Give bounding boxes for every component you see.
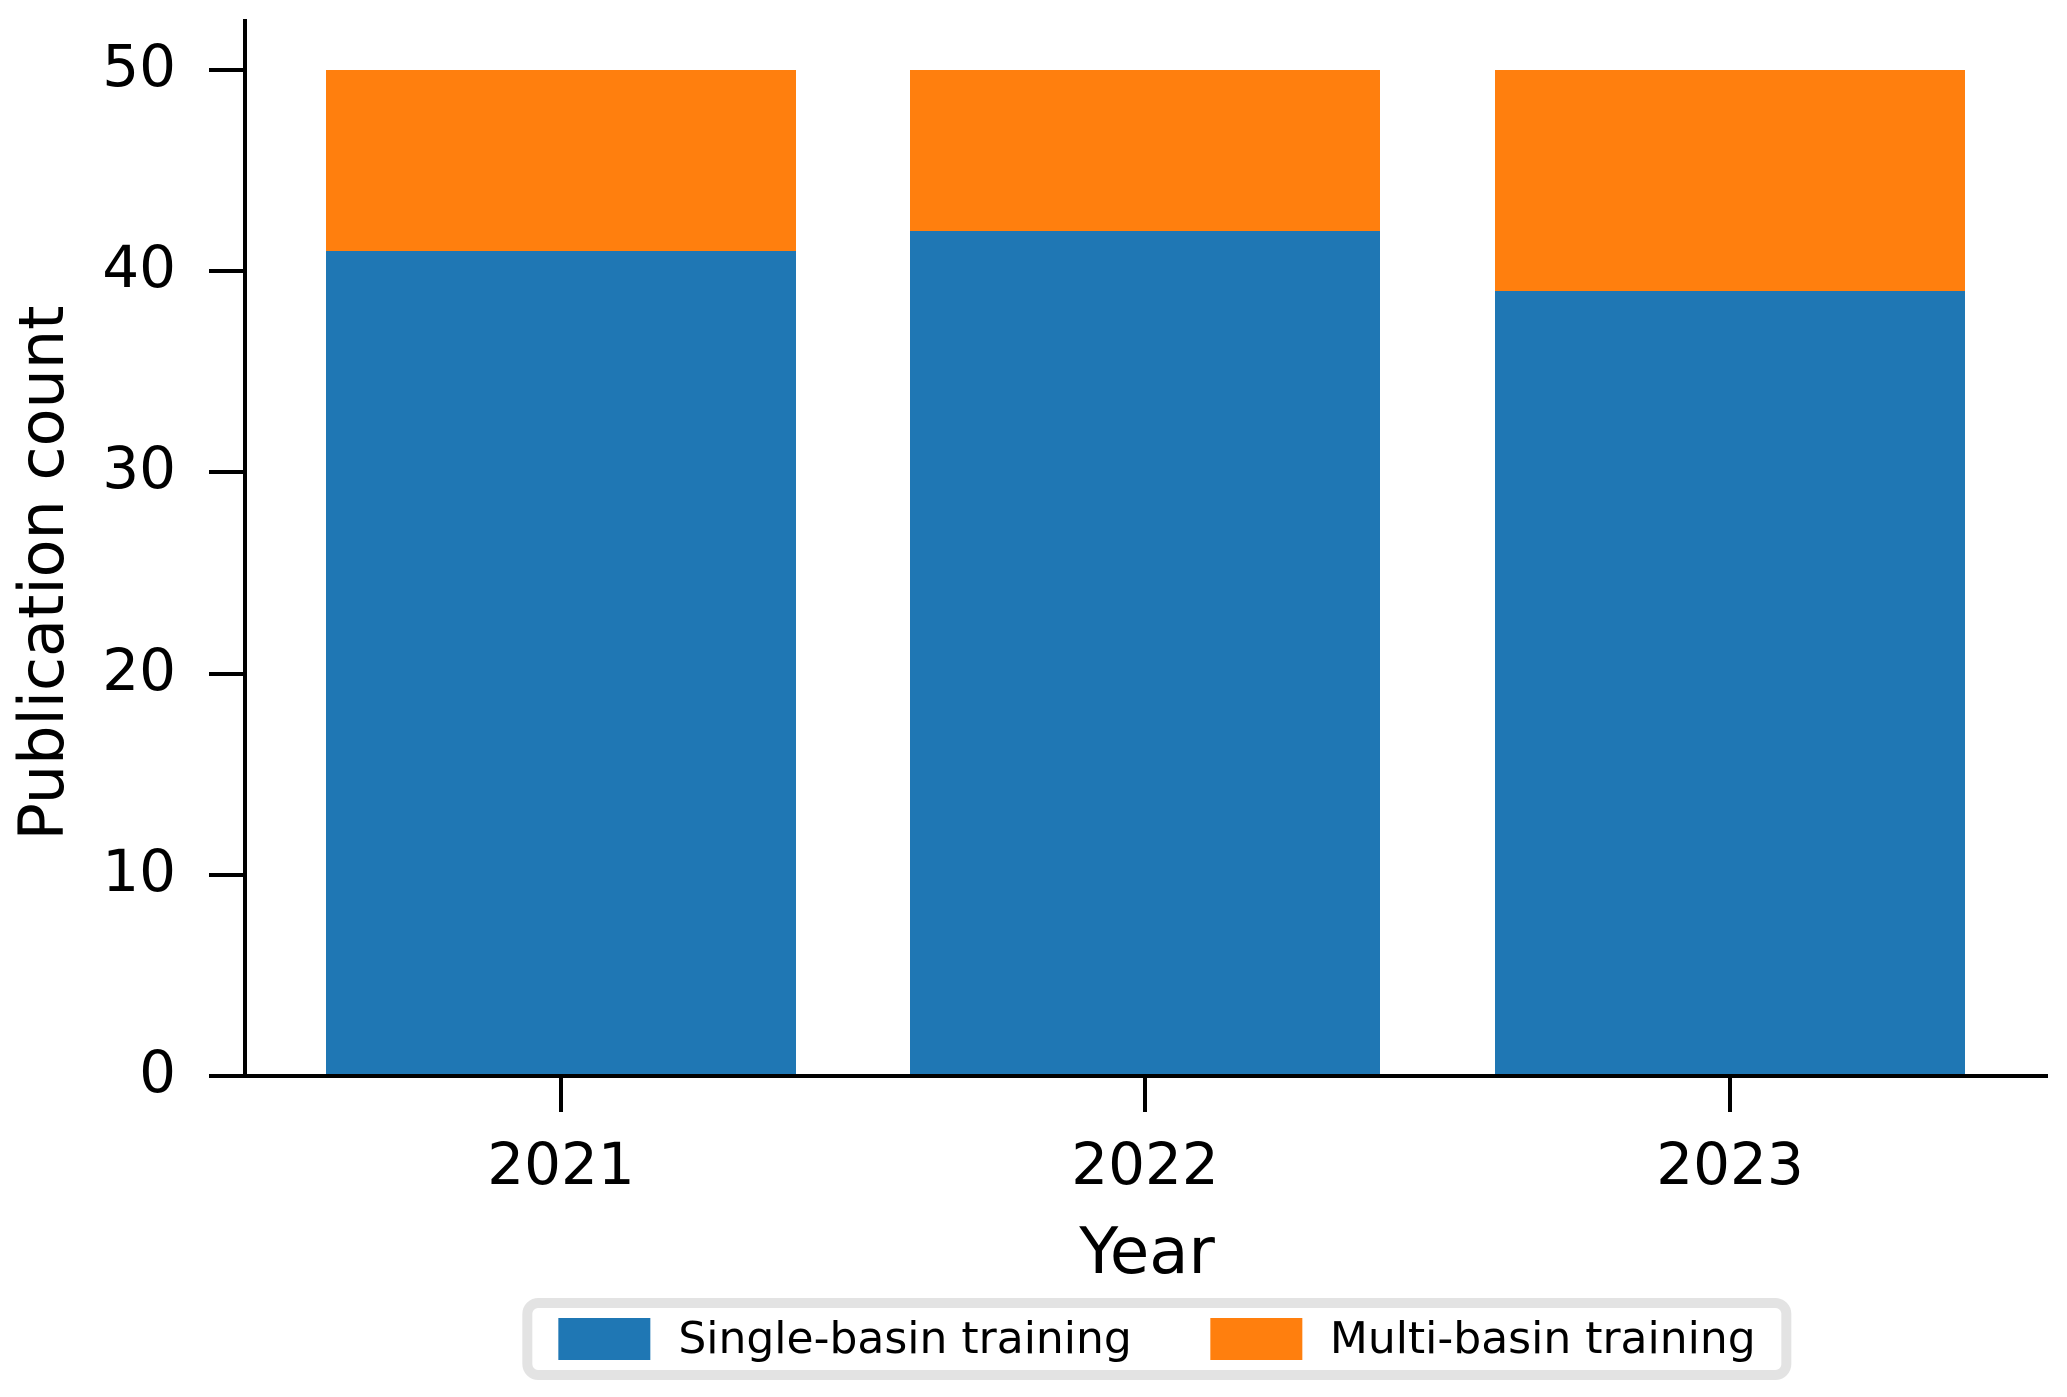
x-tick-mark: [559, 1078, 563, 1112]
y-tick-label: 10: [102, 836, 176, 905]
bar-segment: [910, 230, 1380, 1076]
legend-label-multi-basin: Multi-basin training: [1329, 1313, 1756, 1364]
x-tick-mark: [1728, 1078, 1732, 1112]
y-tick-label: 20: [102, 635, 176, 704]
x-tick-label: 2021: [487, 1130, 635, 1198]
y-tick-label: 50: [102, 32, 176, 100]
y-axis-spine: [243, 19, 247, 1078]
legend: Single-basin training Multi-basin traini…: [522, 1298, 1792, 1380]
y-tick-label: 30: [102, 434, 176, 503]
x-tick-label: 2023: [1656, 1130, 1804, 1198]
bar-segment: [1495, 70, 1965, 292]
y-tick-mark: [209, 1074, 243, 1078]
bar-segment: [326, 70, 796, 252]
y-axis-label: Publication count: [5, 305, 78, 841]
y-tick-mark: [209, 470, 243, 475]
y-tick-mark: [209, 872, 243, 877]
bar-segment: [326, 251, 796, 1076]
bar-segment: [1495, 291, 1965, 1076]
y-tick-mark: [209, 269, 243, 274]
legend-swatch-multi-basin: [1209, 1318, 1302, 1360]
x-tick-mark: [1143, 1078, 1147, 1112]
y-tick-mark: [209, 671, 243, 676]
x-axis-spine: [243, 1074, 2048, 1078]
x-tick-label: 2022: [1071, 1130, 1219, 1198]
y-tick-label: 0: [139, 1038, 176, 1106]
bar-segment: [910, 70, 1380, 231]
legend-label-single-basin: Single-basin training: [678, 1313, 1132, 1364]
y-tick-label: 40: [102, 233, 176, 302]
x-axis-label: Year: [1079, 1215, 1215, 1289]
legend-item-single-basin: Single-basin training: [558, 1315, 1132, 1363]
y-tick-mark: [209, 68, 243, 72]
legend-item-multi-basin: Multi-basin training: [1209, 1313, 1756, 1364]
legend-swatch-single-basin: [558, 1318, 651, 1360]
